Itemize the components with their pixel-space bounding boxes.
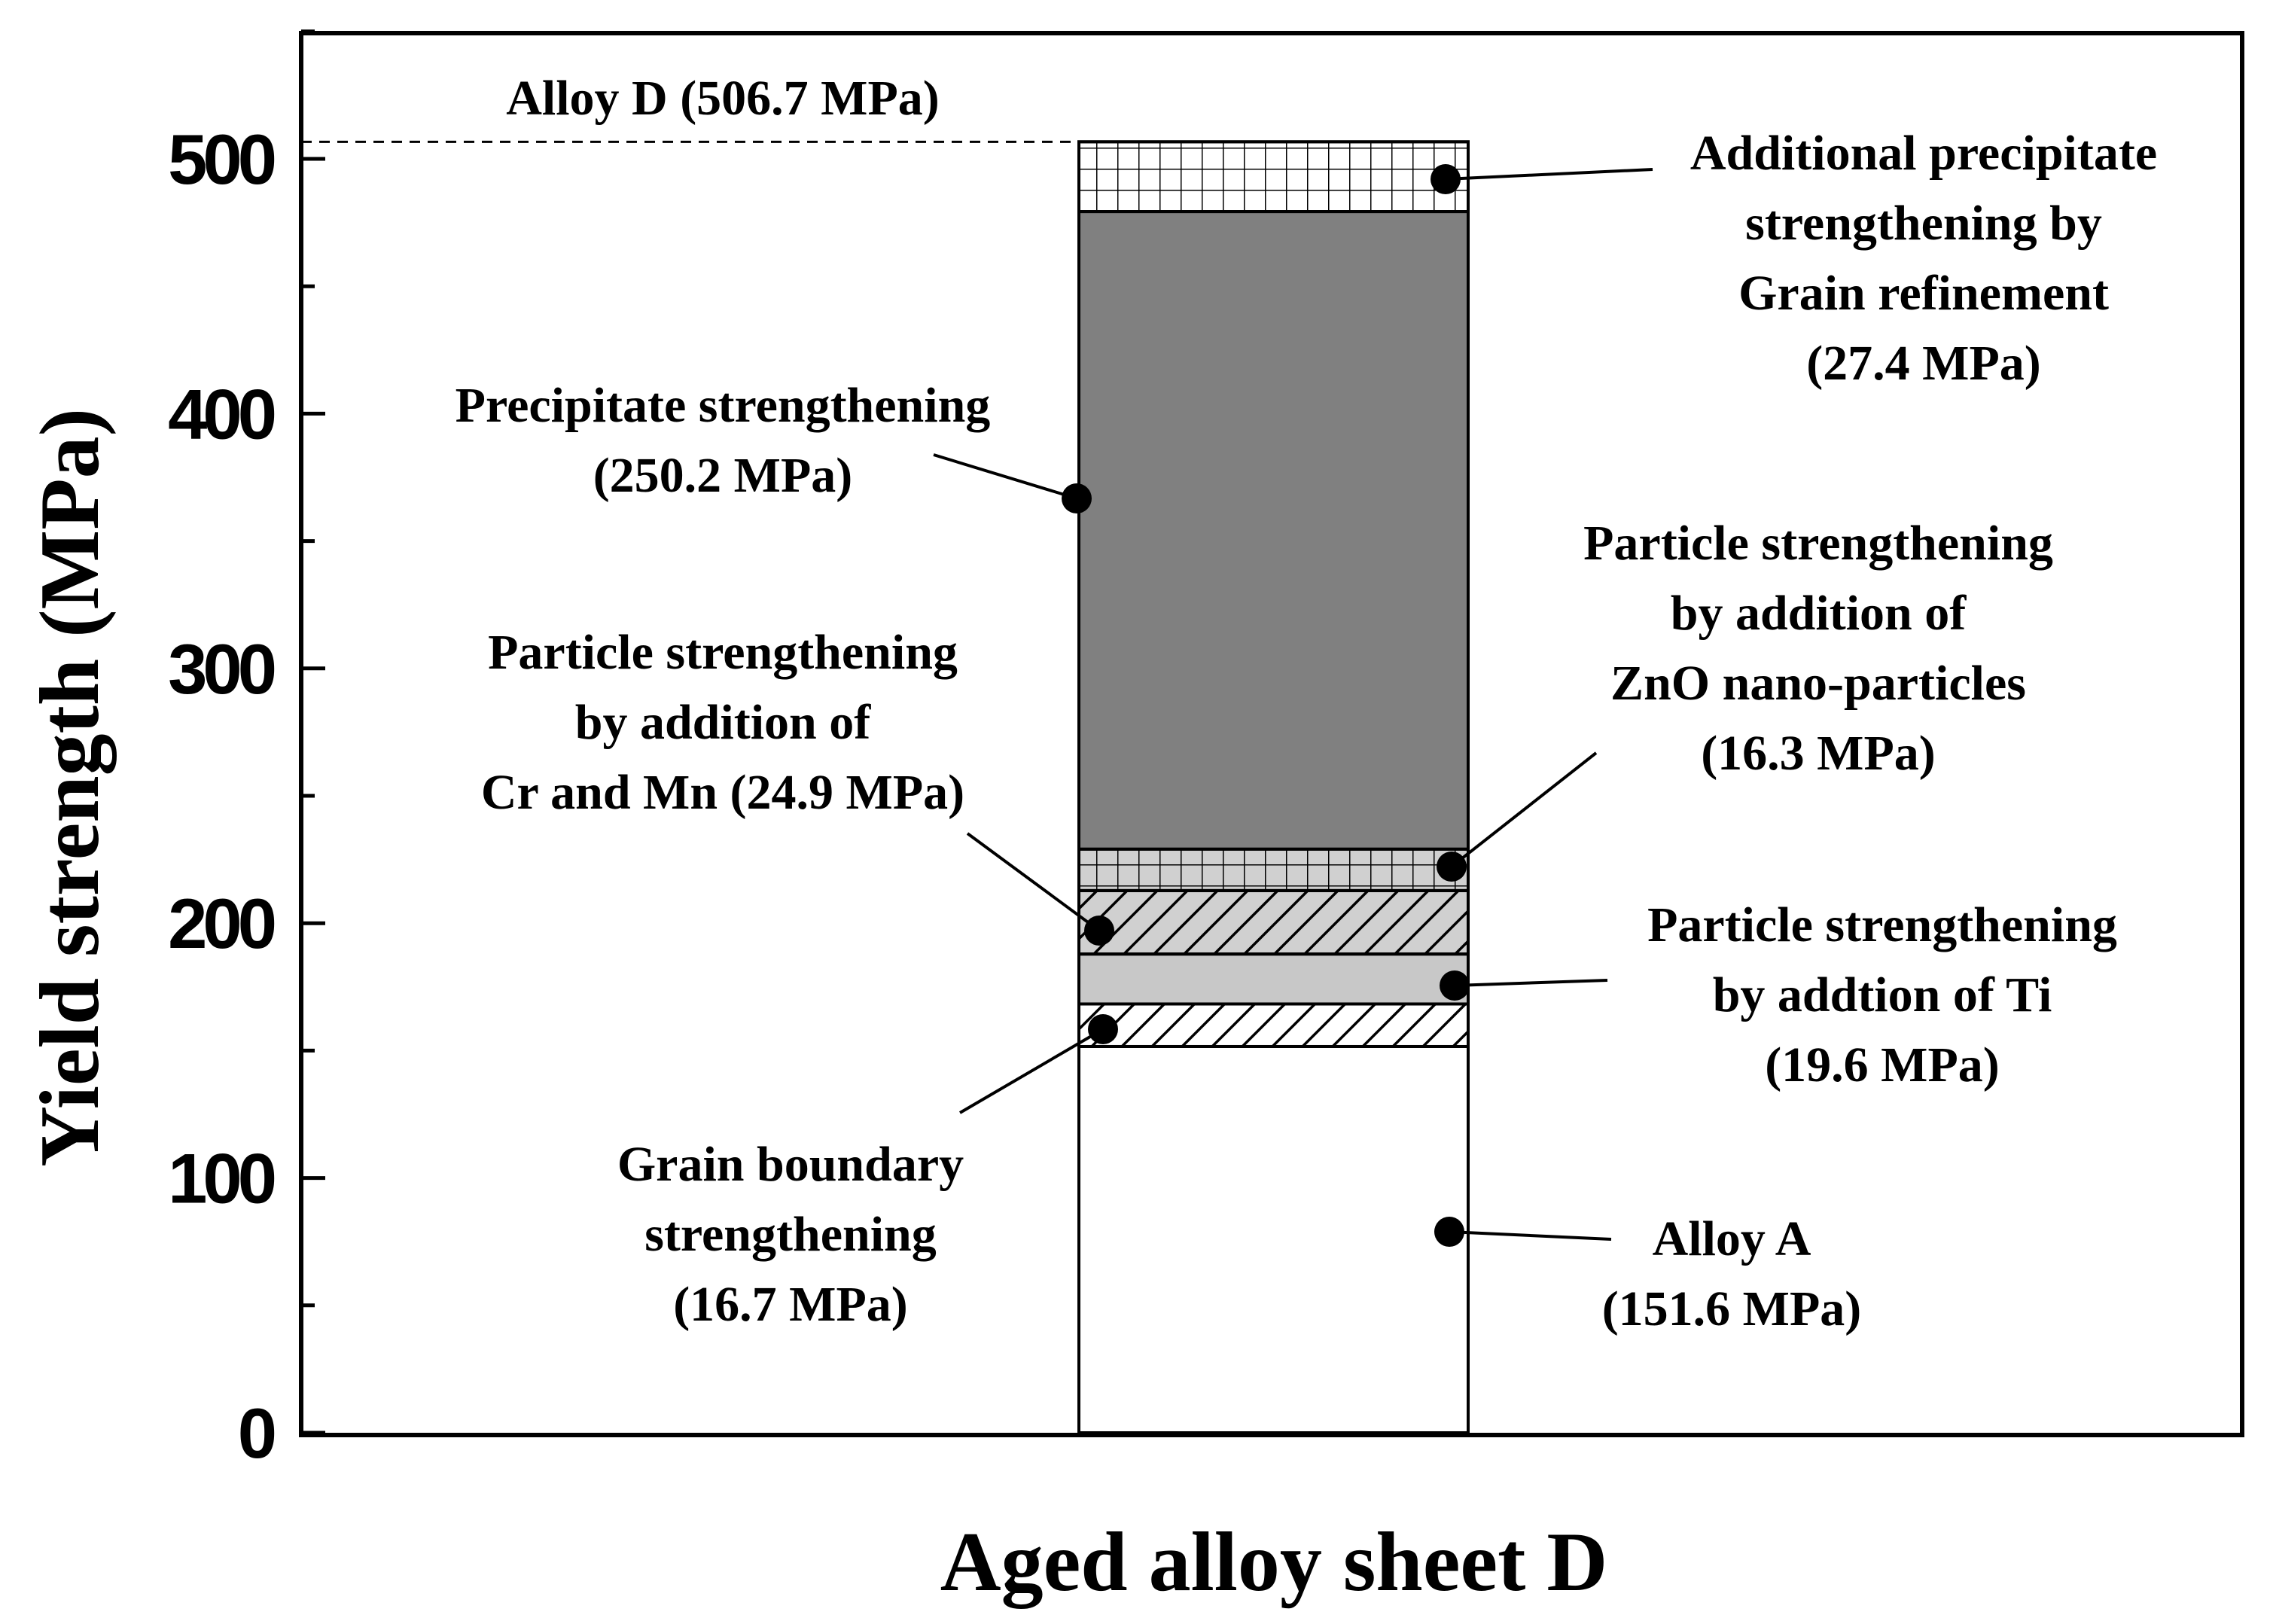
y-tick-label: 400 <box>168 374 275 453</box>
annotation-addppt: Additional precipitate strengthening by Gr… <box>1690 126 2157 391</box>
annotation-line: Precipitate strengthening <box>456 378 991 433</box>
marker-dot-ppt <box>1062 483 1092 513</box>
leader-line-zno <box>1450 751 1598 868</box>
y-tick-label: 500 <box>168 120 275 199</box>
annotation-ppt: Precipitate strengthening (250.2 MPa) <box>456 378 991 503</box>
annotation-line: (16.3 MPa) <box>1701 726 1936 781</box>
annotation-line: (19.6 MPa) <box>1765 1037 2000 1092</box>
annotation-line: Particle strengthening <box>1647 897 2117 952</box>
y-tick-label: 0 <box>238 1394 275 1473</box>
bar-segment-ti <box>1077 952 1470 1006</box>
y-tick-label: 300 <box>168 629 275 708</box>
annotation-zno: Particle strengthening by addition of ZnO … <box>1583 516 2053 781</box>
marker-dot-crmn <box>1084 916 1114 946</box>
annotation-line: (16.7 MPa) <box>673 1277 908 1332</box>
annotation-line: strengthening <box>644 1207 937 1262</box>
annotation-line: by addition of <box>1671 586 1967 641</box>
leader-line-base <box>1449 1230 1612 1241</box>
bar-segment-base <box>1077 1044 1470 1434</box>
y-tick-label: 200 <box>168 884 275 963</box>
annotation-line: Grain boundary <box>617 1137 964 1192</box>
bar-pattern-zno <box>1077 847 1470 892</box>
annotation-ti: Particle strengthening by addtion of Ti (1… <box>1647 897 2117 1092</box>
x-axis-title: Aged alloy sheet D <box>940 1516 1608 1609</box>
stacked-bar <box>1077 140 1470 1434</box>
bar-pattern-addppt <box>1077 140 1470 214</box>
annotation-line: Cr and Mn (24.9 MPa) <box>481 765 964 820</box>
annotation-line: (250.2 MPa) <box>593 448 853 503</box>
leader-line-gb <box>958 1028 1105 1114</box>
y-axis: 0 100 200 300 400 500 <box>168 29 325 1473</box>
annotation-line: Alloy A <box>1653 1211 1811 1266</box>
y-tick-label: 100 <box>168 1139 275 1218</box>
leader-line-ti <box>1454 979 1608 987</box>
leader-line-addppt <box>1445 168 1653 181</box>
total-label: Alloy D (506.7 MPa) <box>506 71 940 126</box>
annotation-line: Grain refinement <box>1738 266 2109 321</box>
marker-dot-zno <box>1437 852 1467 882</box>
annotation-crmn: Particle strengthening by addition of Cr a… <box>481 625 964 820</box>
bar-segment-ppt <box>1077 210 1470 851</box>
annotation-line: Particle strengthening <box>1583 516 2053 571</box>
annotation-line: (27.4 MPa) <box>1806 336 2041 391</box>
bar-pattern-crmn <box>1077 888 1470 956</box>
marker-dot-gb <box>1088 1014 1118 1044</box>
marker-dot-addppt <box>1431 164 1461 194</box>
y-axis-title: Yield strength (MPa) <box>23 408 117 1167</box>
annotation-line: strengthening by <box>1745 196 2102 251</box>
annotation-line: by addtion of Ti <box>1713 967 2052 1022</box>
leader-line-ppt <box>933 453 1077 500</box>
plot-frame <box>299 31 2244 1437</box>
marker-dot-base <box>1434 1217 1464 1247</box>
annotation-base: Alloy A (151.6 MPa) <box>1602 1211 1862 1336</box>
annotation-line: by addition of <box>575 695 871 750</box>
annotations: Alloy A (151.6 MPa) Grain boundary strength… <box>456 126 2157 1336</box>
annotation-gb: Grain boundary strengthening (16.7 MPa) <box>617 1137 964 1332</box>
marker-dot-ti <box>1440 970 1470 1001</box>
annotation-line: Particle strengthening <box>488 625 958 680</box>
annotation-line: (151.6 MPa) <box>1602 1281 1862 1336</box>
leader-line-crmn <box>966 832 1101 932</box>
annotation-line: ZnO nano-particles <box>1610 656 2026 711</box>
bar-pattern-gb <box>1077 1002 1470 1048</box>
annotation-line: Additional precipitate <box>1690 126 2157 181</box>
